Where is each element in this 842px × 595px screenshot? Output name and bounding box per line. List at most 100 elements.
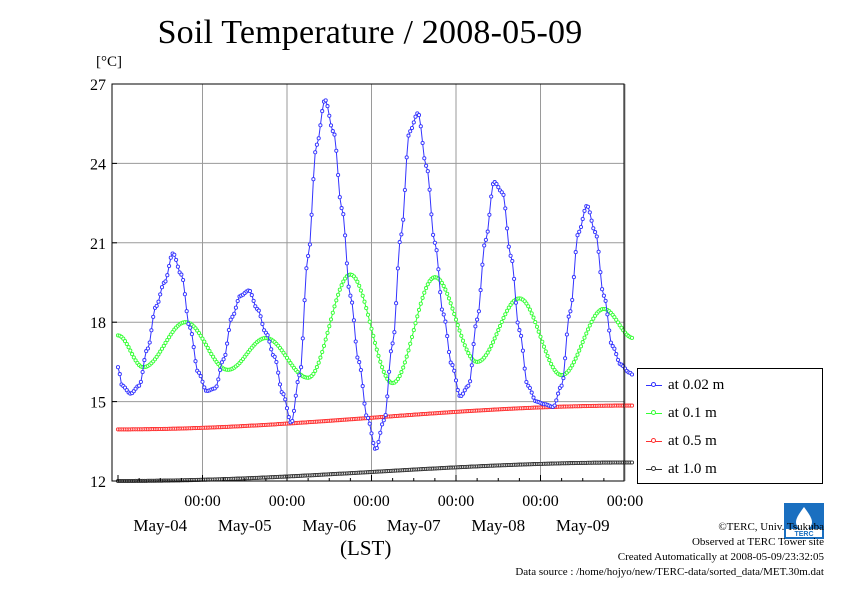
- data-point: [365, 415, 371, 421]
- data-point: [332, 132, 337, 137]
- data-point: [207, 348, 212, 354]
- data-point: [415, 314, 420, 319]
- data-point: [367, 319, 372, 324]
- data-point: [462, 343, 467, 348]
- data-point: [538, 334, 543, 339]
- data-point: [334, 148, 339, 153]
- data-point: [529, 390, 534, 395]
- data-point: [355, 355, 360, 360]
- data-point: [346, 284, 351, 289]
- data-point: [441, 283, 446, 289]
- x-tick-time: 00:00: [522, 493, 558, 510]
- data-point: [216, 377, 221, 382]
- data-point: [582, 208, 587, 213]
- data-point: [571, 360, 576, 365]
- legend-item: at 0.1 m: [646, 403, 717, 423]
- data-point: [202, 339, 207, 344]
- x-tick-date: May-07: [387, 516, 441, 535]
- data-point: [460, 391, 466, 396]
- data-point: [175, 264, 180, 269]
- data-point: [589, 319, 594, 324]
- data-point: [607, 328, 612, 333]
- series-layer: [115, 98, 635, 484]
- data-point: [360, 384, 365, 389]
- data-point: [230, 314, 235, 319]
- data-point: [462, 388, 467, 393]
- data-point: [446, 296, 452, 301]
- data-point: [582, 335, 587, 340]
- data-point: [603, 298, 608, 303]
- data-point: [186, 321, 191, 326]
- data-point: [591, 316, 596, 321]
- data-point: [445, 291, 450, 296]
- data-point: [629, 403, 635, 408]
- data-point: [371, 440, 376, 446]
- data-point: [376, 353, 381, 358]
- data-point: [566, 314, 571, 319]
- created-text: Created Automatically at 2008-05-09/23:3…: [617, 551, 824, 563]
- data-point: [304, 266, 309, 271]
- data-point: [580, 340, 585, 345]
- data-point: [554, 398, 559, 403]
- observed-text: Observed at TERC Tower site: [691, 536, 824, 548]
- data-point: [510, 258, 515, 264]
- data-point: [629, 460, 635, 465]
- data-point: [320, 109, 325, 114]
- data-point: [233, 305, 238, 310]
- data-point: [156, 299, 161, 304]
- legend-item: at 0.5 m: [646, 431, 717, 451]
- svg-text:TERC: TERC: [794, 531, 813, 538]
- data-point: [485, 229, 490, 234]
- data-point: [392, 330, 397, 335]
- data-point: [318, 123, 323, 128]
- data-point: [380, 365, 385, 370]
- data-point: [147, 340, 152, 345]
- data-point: [471, 342, 476, 347]
- plot-frame: [111, 83, 625, 482]
- data-point: [336, 292, 341, 297]
- data-point: [420, 140, 425, 146]
- data-point: [364, 413, 369, 418]
- data-point: [432, 240, 437, 245]
- data-point: [585, 204, 591, 209]
- data-point: [545, 353, 550, 358]
- data-point: [277, 382, 283, 387]
- data-point: [406, 348, 411, 353]
- copyright-text: ©TERC, Univ. Tsukuba: [718, 521, 824, 533]
- data-point: [130, 352, 135, 357]
- data-point: [395, 266, 400, 271]
- data-point: [314, 365, 319, 370]
- legend-swatch-icon: [646, 380, 662, 390]
- y-tick-label: 18: [90, 315, 106, 332]
- data-point: [427, 187, 432, 192]
- series-at-0-02-m: [115, 98, 635, 451]
- data-point: [374, 446, 379, 451]
- data-point: [198, 374, 203, 379]
- data-point: [411, 328, 416, 333]
- data-point: [519, 333, 524, 338]
- x-tick-date: May-06: [302, 516, 356, 535]
- legend-swatch-icon: [646, 408, 662, 418]
- data-point: [369, 326, 374, 331]
- data-point: [397, 373, 402, 379]
- data-point: [330, 129, 335, 134]
- data-point: [394, 301, 399, 306]
- data-point: [411, 120, 416, 125]
- data-point: [165, 337, 170, 343]
- data-point: [489, 343, 494, 349]
- data-point: [593, 230, 598, 235]
- data-point: [284, 406, 290, 411]
- data-point: [376, 439, 381, 445]
- data-point: [536, 329, 541, 334]
- data-point: [385, 394, 390, 399]
- x-axis-label: (LST): [340, 536, 392, 560]
- data-point: [249, 293, 254, 298]
- data-point: [453, 317, 459, 322]
- legend-swatch-icon: [646, 436, 662, 446]
- data-point: [629, 372, 635, 377]
- data-point: [232, 311, 237, 316]
- data-point: [468, 379, 473, 384]
- data-point: [404, 155, 409, 160]
- data-point: [159, 285, 165, 290]
- legend-label: at 0.02 m: [668, 376, 725, 393]
